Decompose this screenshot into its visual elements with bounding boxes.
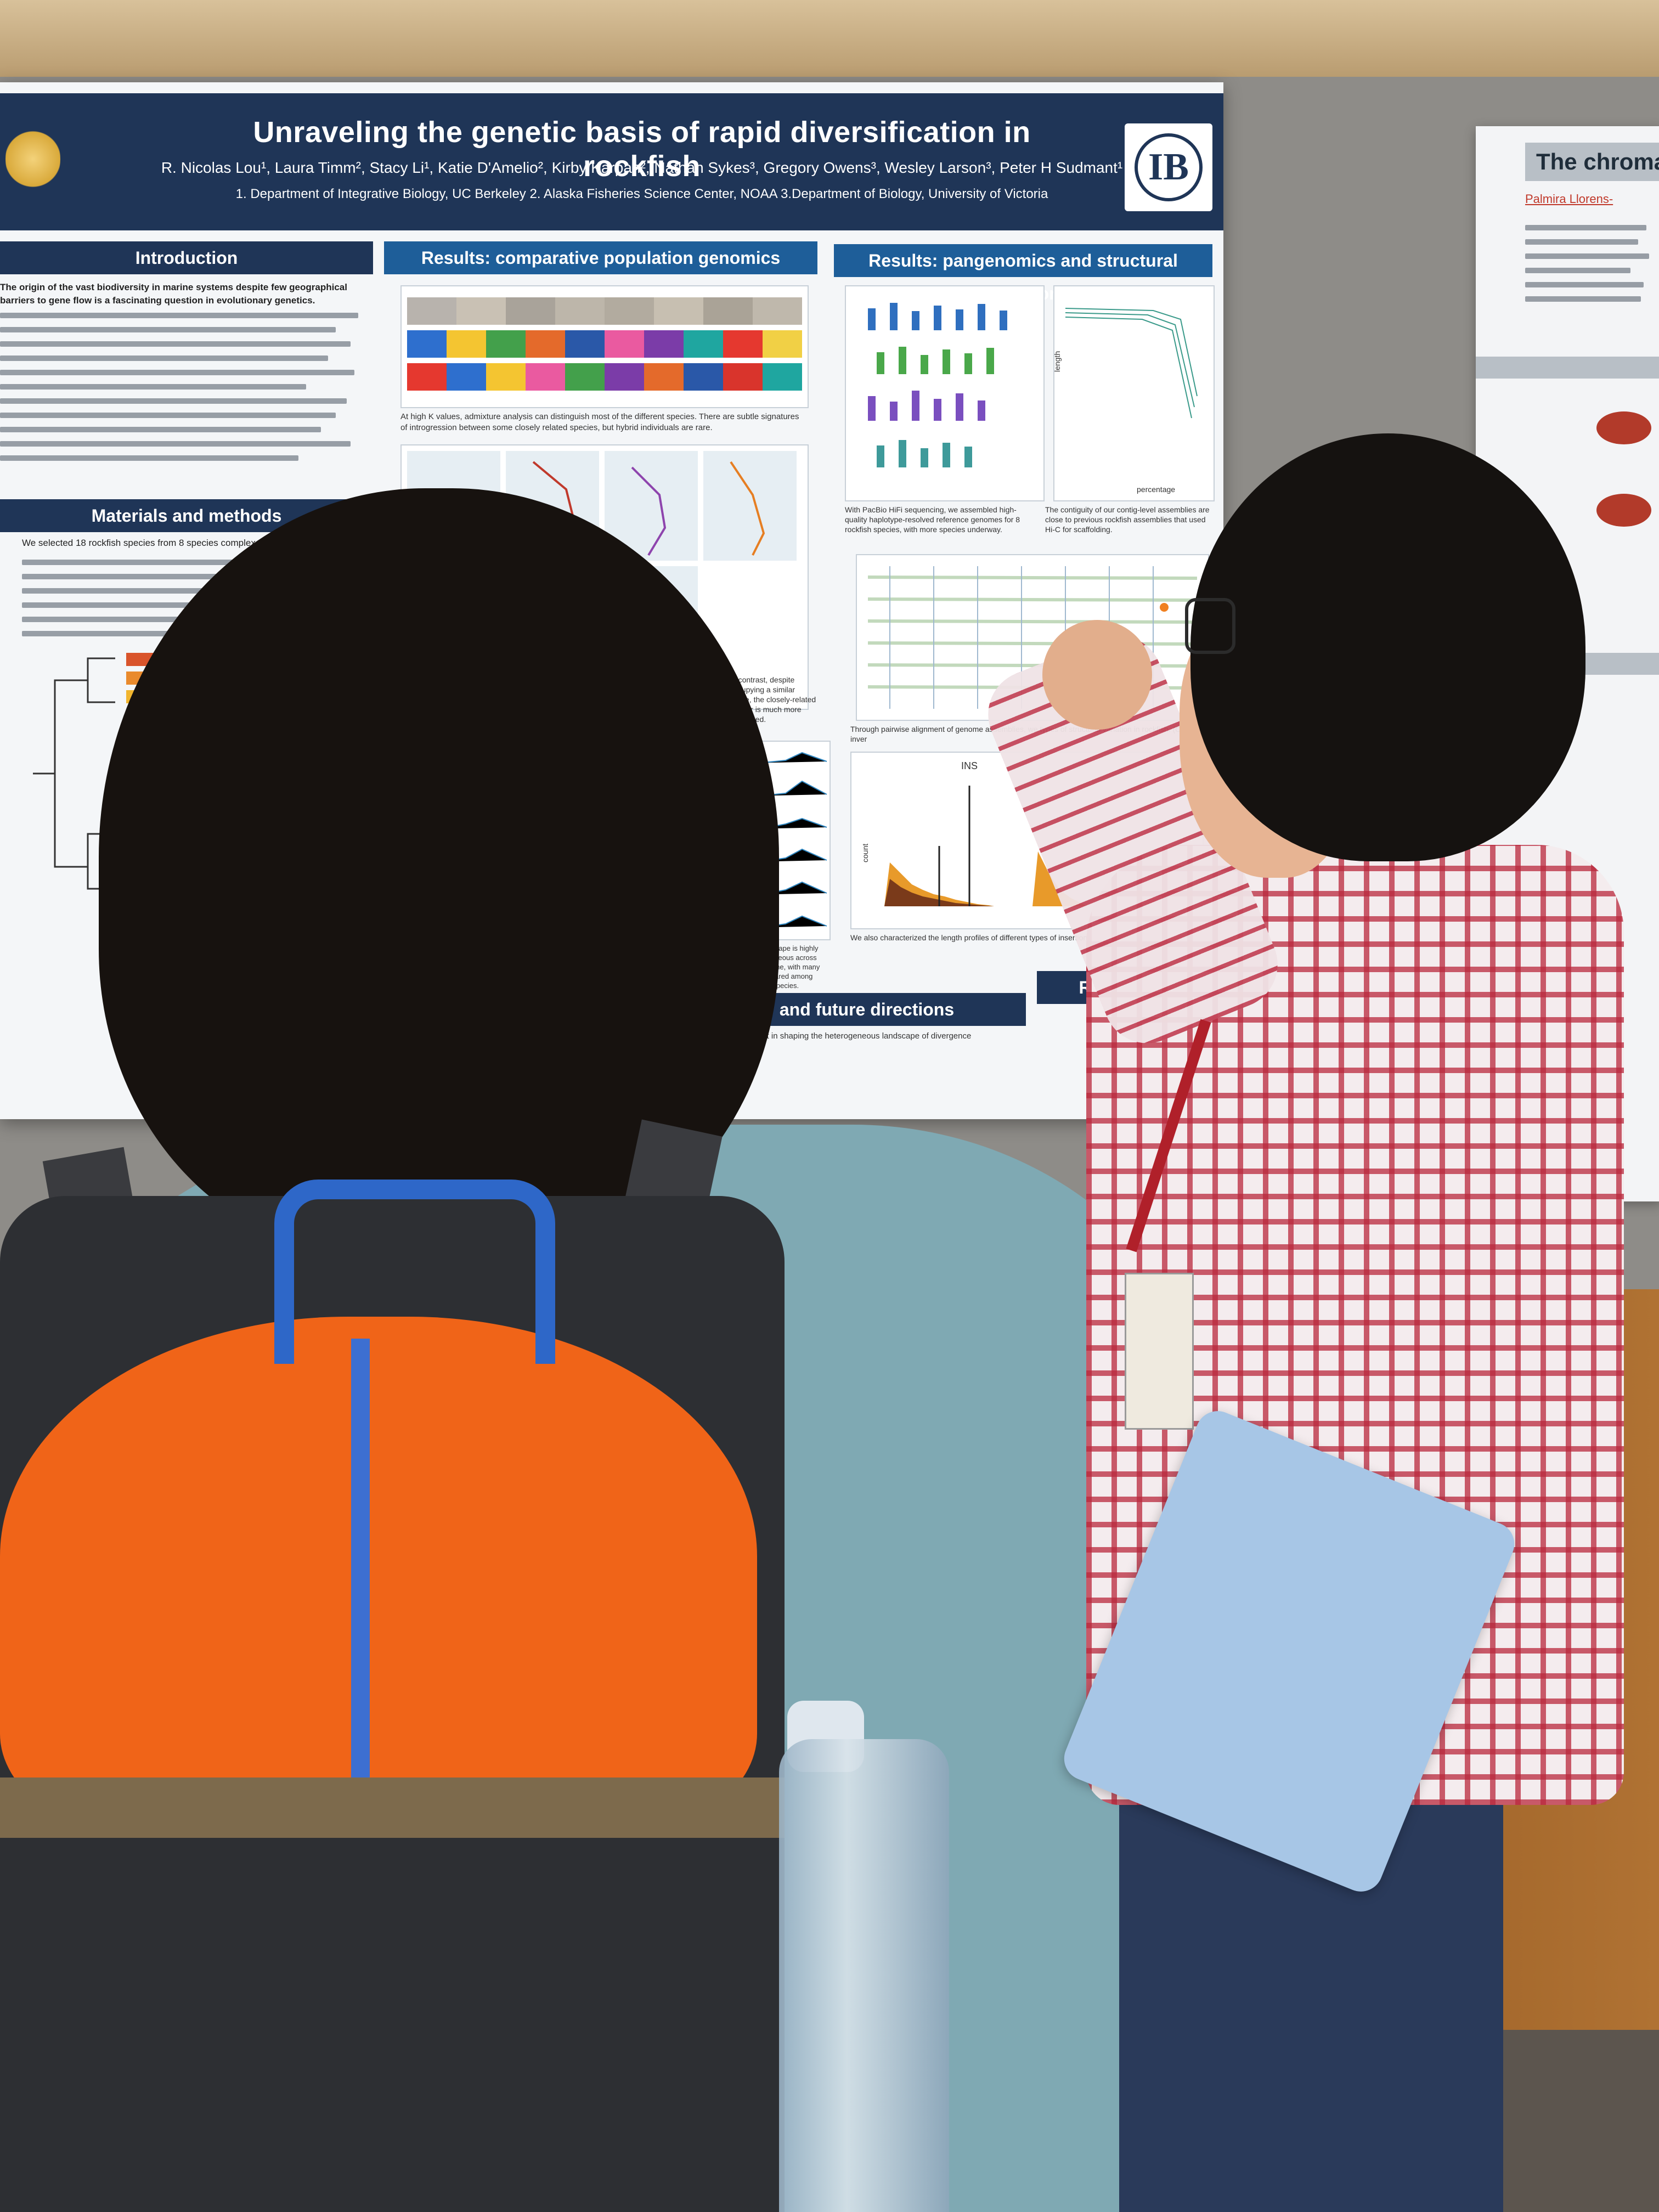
ib-logo: IB — [1125, 123, 1212, 211]
poster-title: Unraveling the genetic basis of rapid di… — [253, 116, 1031, 183]
contiguity-x-label: percentage — [1137, 485, 1175, 494]
future-text: selection vs. drift in shaping the heter… — [708, 1031, 972, 1041]
contiguity-y-label: length — [1054, 351, 1062, 372]
poster-authors: R. Nicolas Lou¹, Laura Timm², Stacy Li¹,… — [161, 159, 1123, 176]
admixture-row-k3 — [407, 363, 802, 391]
contiguity-chart: percentage length — [1053, 285, 1215, 501]
poster-header: Unraveling the genetic basis of rapid di… — [0, 93, 1223, 230]
backpack-band — [0, 1778, 785, 1838]
ib-logo-text: IB — [1148, 146, 1189, 188]
wood-trim — [0, 0, 1659, 77]
materials-text: We selected 18 rockfish species from 8 s… — [22, 538, 266, 548]
poster-affiliations: 1. Department of Integrative Biology, UC… — [235, 187, 1048, 201]
neighbor-poster-title: The chroma — [1525, 143, 1659, 181]
caption-hifi: With PacBio HiFi sequencing, we assemble… — [845, 505, 1020, 534]
liver-illustration-2 — [1596, 494, 1651, 527]
neighbor-section-bar-1 — [1476, 357, 1659, 379]
caption-copper: In contrast, despite occupying a similar… — [730, 675, 816, 724]
man-hair — [1190, 433, 1585, 861]
intro-body — [0, 313, 373, 470]
assembly-stats-chart — [845, 285, 1045, 501]
glasses — [1185, 598, 1235, 654]
histogram-panel-label: INS — [961, 760, 978, 771]
neighbor-poster-body — [1525, 225, 1657, 311]
neighbor-poster-author: Palmira Llorens- — [1525, 192, 1613, 206]
section-introduction: Introduction — [0, 241, 373, 274]
assembly-bars — [868, 303, 1007, 467]
admixture-row-k1 — [407, 297, 802, 325]
backpack-orange-pouch — [0, 1317, 757, 1838]
section-comparative-genomics: Results: comparative population genomics — [384, 241, 817, 274]
liver-illustration-1 — [1596, 411, 1651, 444]
histogram-y-label: count — [861, 844, 870, 862]
contiguity-svg: percentage length — [1053, 308, 1198, 494]
name-badge — [1125, 1273, 1194, 1430]
histogram-svg: INS count — [861, 760, 1087, 906]
intro-text: The origin of the vast biodiversity in m… — [0, 282, 347, 306]
admixture-plot — [400, 285, 809, 408]
uc-berkeley-seal — [5, 118, 60, 200]
water-bottle — [779, 1739, 949, 2212]
man-hand — [1042, 620, 1152, 730]
caption-lengths: We also characterized the length profile… — [850, 933, 1107, 942]
backpack-handle — [274, 1180, 555, 1364]
ib-logo-ring — [1135, 133, 1203, 201]
caption-contig: The contiguity of our contig-level assem… — [1045, 505, 1210, 534]
caption-admixture: At high K values, admixture analysis can… — [400, 412, 799, 432]
backpack-blue-strap — [351, 1339, 370, 1799]
section-pangenomics: Results: pangenomics and structural vari… — [834, 244, 1212, 303]
admixture-row-k2 — [407, 330, 802, 358]
